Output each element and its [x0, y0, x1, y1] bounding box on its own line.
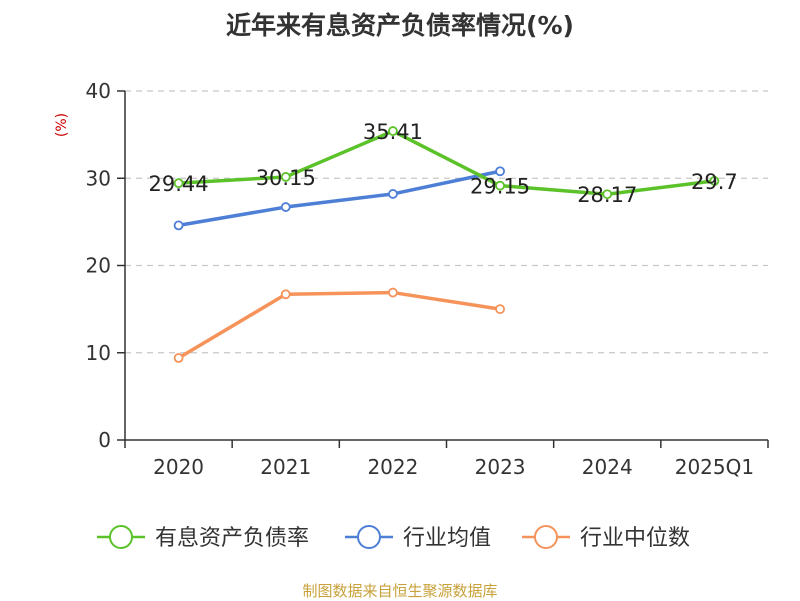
y-tick-label: 0	[98, 428, 111, 452]
x-tick-label: 2024	[582, 455, 633, 479]
legend-item[interactable]: 行业均值	[345, 525, 491, 551]
data-label: 29.44	[149, 172, 209, 196]
data-point	[495, 166, 505, 177]
data-labels: 29.44 30.15 35.41 29.15 28.17 29.7	[149, 120, 738, 207]
data-point	[280, 202, 291, 212]
data-label: 35.41	[363, 120, 423, 144]
grid-lines	[125, 90, 768, 354]
y-tick-label: 20	[86, 254, 111, 278]
data-point	[495, 304, 505, 315]
x-tick-label: 2020	[153, 455, 204, 479]
series-line	[178, 169, 501, 228]
x-tick-label: 2025Q1	[675, 455, 754, 479]
data-point	[388, 126, 398, 136]
chart-title: 近年来有息资产负债率情况(%)	[226, 11, 574, 40]
data-point	[173, 220, 184, 231]
legend-item[interactable]: 有息资产负债率	[97, 525, 309, 551]
x-tick-label: 2022	[367, 455, 418, 479]
y-tick-label: 40	[86, 79, 111, 103]
x-axis-ticks: 2020 2021 2022 2023 2024 2025Q1	[124, 440, 769, 479]
legend-marker	[109, 525, 133, 549]
data-point	[388, 189, 398, 199]
legend-marker	[357, 525, 381, 549]
data-point	[173, 353, 184, 363]
data-point	[280, 172, 291, 182]
data-label: 28.17	[577, 183, 637, 207]
data-point	[280, 289, 291, 300]
legend-marker	[534, 525, 558, 549]
y-tick-label: 30	[86, 166, 111, 190]
series-line	[177, 290, 501, 360]
data-point	[495, 180, 505, 191]
source-note: 制图数据来自恒生聚源数据库	[302, 582, 498, 600]
data-point	[709, 175, 720, 186]
data-point	[173, 178, 184, 189]
y-axis-ticks: 0 10 20 30 40	[86, 79, 125, 452]
y-axis-label: (%)	[54, 113, 70, 137]
x-tick-label: 2021	[260, 455, 311, 479]
x-tick-label: 2023	[475, 455, 526, 479]
data-label: 30.15	[256, 166, 316, 190]
legend-label: 行业中位数	[580, 526, 690, 551]
data-point	[602, 189, 613, 200]
data-label: 29.7	[691, 170, 738, 194]
series-group	[173, 126, 720, 363]
y-tick-label: 10	[86, 341, 111, 365]
legend-item[interactable]: 行业中位数	[522, 525, 690, 551]
data-point	[388, 287, 398, 298]
data-label: 29.15	[470, 175, 530, 199]
legend-label: 行业均值	[403, 526, 491, 551]
legend[interactable]: 有息资产负债率 行业均值 行业中位数	[97, 525, 690, 551]
series-line	[178, 129, 715, 196]
legend-label: 有息资产负债率	[155, 526, 309, 551]
